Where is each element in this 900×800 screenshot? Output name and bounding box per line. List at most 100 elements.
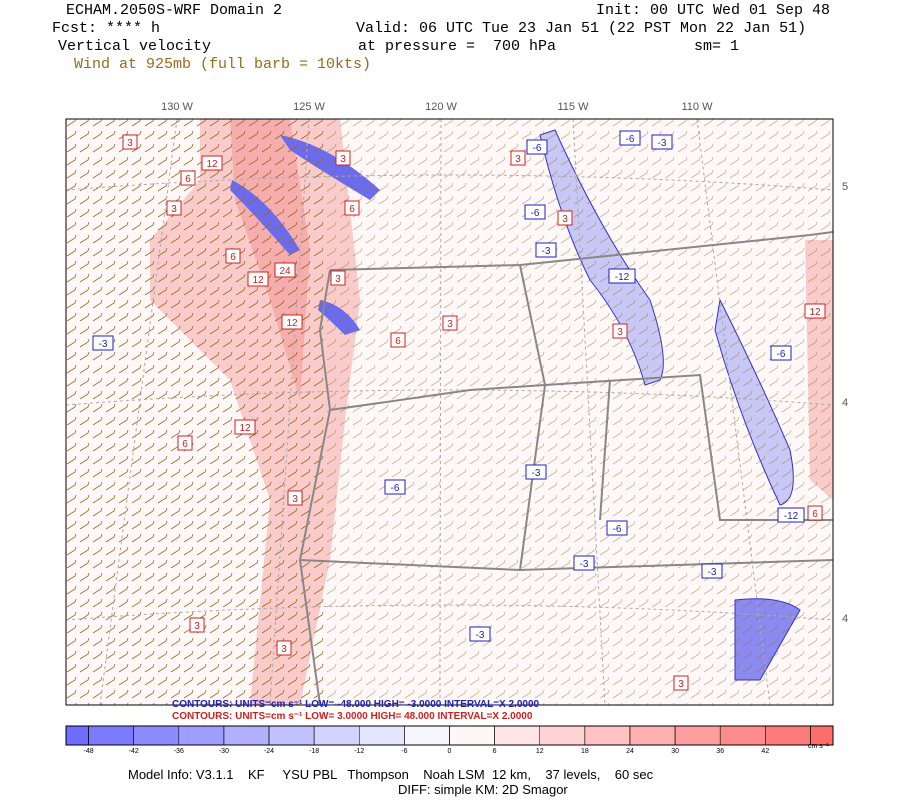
contour-label-box bbox=[526, 139, 548, 155]
pressure-level: at pressure = 700 hPa bbox=[358, 38, 556, 55]
contour-label: -3 bbox=[532, 468, 541, 479]
colorbar-cell bbox=[449, 725, 495, 746]
contour-label-box bbox=[384, 479, 406, 495]
contour-label: 12 bbox=[286, 318, 298, 329]
latitude-label: 4 bbox=[842, 613, 848, 625]
colorbar-cell bbox=[178, 725, 225, 746]
model-title: ECHAM.2050S-WRF Domain 2 bbox=[66, 2, 282, 19]
colorbar-tick-label: 18 bbox=[581, 748, 589, 755]
contour-label: 3 bbox=[340, 154, 346, 165]
contour-label: 3 bbox=[127, 138, 133, 149]
contour-label: 3 bbox=[562, 214, 568, 225]
contour-label: 3 bbox=[447, 319, 453, 330]
contour-label-box bbox=[225, 248, 241, 264]
smoothing: sm= 1 bbox=[694, 38, 739, 55]
colorbar-cell bbox=[494, 725, 540, 746]
contour-label: -12 bbox=[784, 511, 799, 522]
latitude-label: 4 bbox=[842, 397, 848, 409]
contour-label: -6 bbox=[533, 143, 542, 154]
contour-label-box bbox=[180, 170, 196, 186]
contour-label-box bbox=[608, 268, 636, 284]
colorbar-tick-label: -24 bbox=[264, 748, 274, 755]
contour-label: -12 bbox=[615, 272, 630, 283]
contour-label-box bbox=[330, 270, 346, 286]
contour-label: 6 bbox=[349, 204, 355, 215]
contour-info-positive: CONTOURS: UNITS=cm s⁻¹ LOW= 3.0000 HIGH=… bbox=[172, 711, 533, 722]
model-info: Model Info: V3.1.1 KF YSU PBL Thompson N… bbox=[128, 767, 654, 782]
contour-label-box bbox=[166, 200, 182, 216]
contour-label: -6 bbox=[777, 349, 786, 360]
contour-label-box bbox=[92, 335, 114, 351]
colorbar-tick-label: 6 bbox=[493, 748, 497, 755]
colorbar-cell bbox=[539, 725, 586, 746]
colorbar-cell bbox=[223, 725, 270, 746]
contour-label: 24 bbox=[279, 266, 291, 277]
colorbar-frame bbox=[65, 725, 834, 746]
longitude-label: 120 W bbox=[425, 101, 457, 113]
contour-label-box bbox=[189, 617, 205, 633]
contour-label: 3 bbox=[678, 679, 684, 690]
contour-label-box bbox=[612, 323, 628, 339]
contour-label: 12 bbox=[809, 307, 821, 318]
wind-caption: Wind at 925mb (full barb = 10kts) bbox=[74, 56, 371, 73]
map-frame bbox=[65, 118, 834, 706]
wind-barbs bbox=[326, 119, 833, 705]
contour-label: 3 bbox=[515, 154, 521, 165]
longitude-label: 125 W bbox=[293, 101, 325, 113]
colorbar-cell bbox=[359, 725, 405, 746]
graticule bbox=[66, 119, 833, 705]
contour-label-box bbox=[234, 419, 256, 435]
contour-label-box bbox=[201, 155, 223, 171]
contour-label-box bbox=[777, 507, 805, 523]
longitude-label: 130 W bbox=[161, 101, 193, 113]
contour-label: -3 bbox=[580, 559, 589, 570]
colorbar-cell bbox=[133, 725, 180, 746]
colorbar-tick-label: 30 bbox=[671, 748, 679, 755]
latitude-label: 5 bbox=[842, 181, 848, 193]
contour-label: -6 bbox=[626, 134, 635, 145]
colorbar-tick-label: -36 bbox=[174, 748, 184, 755]
contour-label: -6 bbox=[613, 524, 622, 535]
contour-label: 3 bbox=[335, 274, 341, 285]
contour-label-box bbox=[804, 303, 826, 319]
colorbar-cell bbox=[629, 725, 676, 746]
contour-label: -3 bbox=[658, 138, 667, 149]
colorbar-tick-label: -42 bbox=[129, 748, 139, 755]
init-time: Init: 00 UTC Wed 01 Sep 48 bbox=[596, 2, 830, 19]
contour-label-box bbox=[442, 315, 458, 331]
contour-label-box bbox=[287, 490, 303, 506]
map: 3 12 3 6 6 12 24 12 3 6 3 6 3 3 -6 -6 3 -3 -12 3 -6 -3 -3 6 12 3 -… bbox=[66, 119, 833, 705]
contour-label: 3 bbox=[194, 621, 200, 632]
colorbar-cell bbox=[765, 725, 811, 746]
contour-label: -6 bbox=[391, 483, 400, 494]
forecast-hour: Fcst: **** h bbox=[52, 20, 160, 37]
contour-label: 3 bbox=[281, 644, 287, 655]
contour-label-box bbox=[525, 464, 547, 480]
valid-time: Valid: 06 UTC Tue 23 Jan 51 (22 PST Mon … bbox=[356, 20, 806, 37]
contour-label-box bbox=[557, 210, 573, 226]
contour-label-box bbox=[177, 435, 193, 451]
contour-label-box bbox=[524, 204, 546, 220]
contour-label: 12 bbox=[206, 159, 218, 170]
contour-label: 3 bbox=[171, 204, 177, 215]
contour-label: 6 bbox=[185, 174, 191, 185]
colorbar-tick-label: -6 bbox=[401, 748, 407, 755]
colorbar-tick-label: 0 bbox=[448, 748, 452, 755]
colorbar-tick-label: -30 bbox=[219, 748, 229, 755]
contour-label: 6 bbox=[230, 252, 236, 263]
contour-label: -6 bbox=[531, 208, 540, 219]
contour-label-box bbox=[701, 563, 723, 579]
contour-label: -3 bbox=[542, 246, 551, 257]
contour-label: 3 bbox=[292, 494, 298, 505]
contour-label: -3 bbox=[476, 630, 485, 641]
contour-label: 12 bbox=[239, 423, 251, 434]
contour-label: 12 bbox=[252, 275, 264, 286]
longitude-label: 115 W bbox=[558, 101, 590, 113]
colorbar-tick-label: 24 bbox=[626, 748, 634, 755]
contour-label: 6 bbox=[812, 509, 818, 520]
colorbar-cell bbox=[584, 725, 631, 746]
contour-label-box bbox=[619, 130, 641, 146]
contour-label-box bbox=[606, 520, 628, 536]
contour-info-negative: CONTOURS: UNITS=cm s⁻¹ LOW= -48.000 HIGH… bbox=[172, 699, 540, 710]
